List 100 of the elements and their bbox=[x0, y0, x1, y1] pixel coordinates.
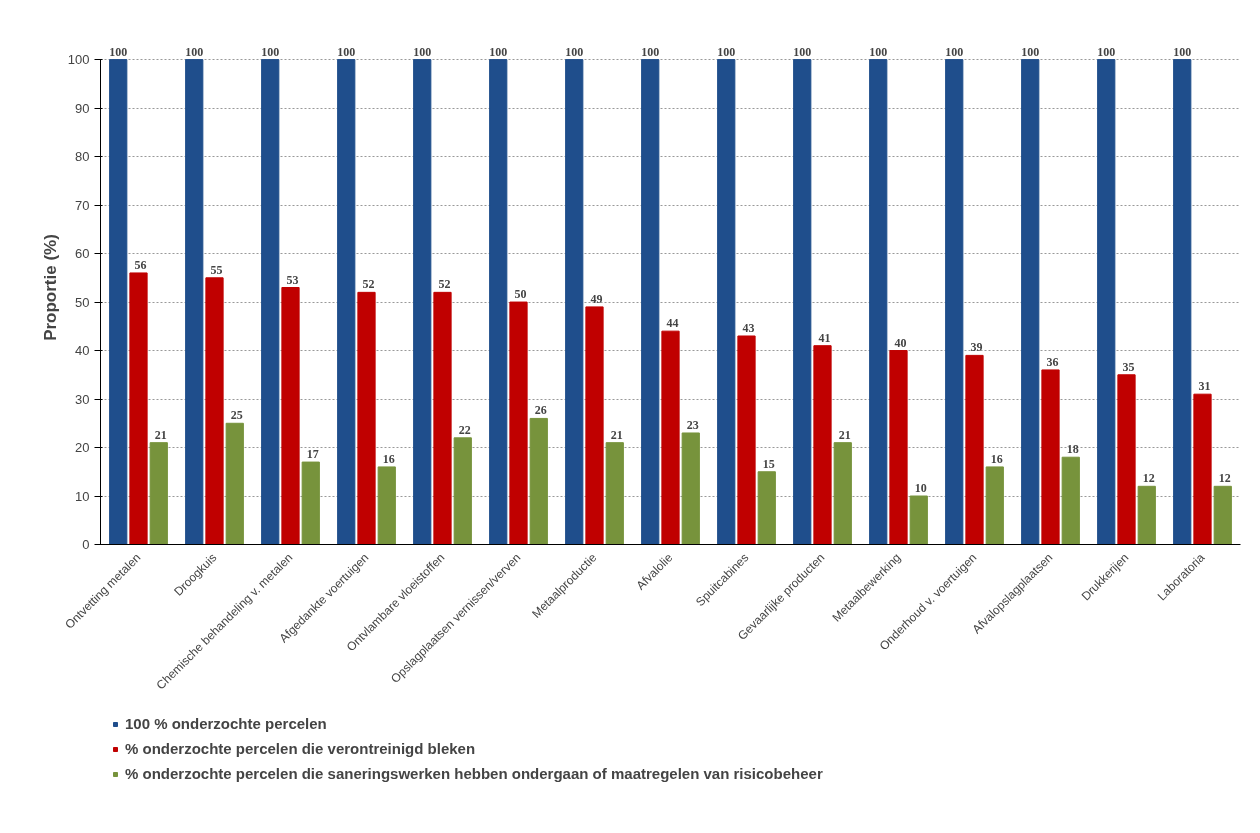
bar bbox=[945, 59, 964, 545]
bar bbox=[1117, 374, 1136, 545]
y-tick-label: 80 bbox=[75, 149, 90, 165]
data-label: 100 bbox=[945, 44, 964, 59]
bar bbox=[1061, 456, 1080, 545]
data-label: 49 bbox=[590, 291, 603, 306]
data-label: 100 bbox=[109, 44, 128, 59]
data-label: 23 bbox=[686, 417, 699, 432]
data-label: 15 bbox=[762, 456, 775, 471]
bar bbox=[509, 301, 528, 545]
y-tick-label: 10 bbox=[75, 488, 90, 504]
bar bbox=[1137, 485, 1156, 545]
data-label: 100 bbox=[489, 44, 508, 59]
data-label: 100 bbox=[337, 44, 356, 59]
bar bbox=[109, 59, 128, 545]
bar bbox=[737, 335, 756, 545]
y-tick-label: 40 bbox=[75, 343, 90, 359]
y-tick-label: 90 bbox=[75, 100, 90, 116]
bar bbox=[605, 442, 624, 545]
bar bbox=[585, 306, 604, 545]
bar bbox=[129, 272, 148, 545]
bar bbox=[565, 59, 584, 545]
bar bbox=[377, 466, 396, 545]
bar bbox=[833, 442, 852, 545]
bar bbox=[205, 277, 224, 545]
data-label: 17 bbox=[306, 447, 319, 462]
bar bbox=[889, 350, 908, 545]
data-label: 16 bbox=[382, 451, 395, 466]
bar bbox=[529, 417, 548, 545]
y-tick-label: 0 bbox=[82, 537, 90, 552]
data-label: 100 bbox=[1097, 44, 1116, 59]
bar bbox=[717, 59, 736, 545]
bar bbox=[757, 471, 776, 545]
bar bbox=[965, 354, 984, 545]
data-label: 18 bbox=[1066, 442, 1079, 457]
bar bbox=[337, 59, 356, 545]
data-label: 100 bbox=[185, 44, 204, 59]
bar bbox=[1097, 59, 1116, 545]
y-tick-label: 50 bbox=[75, 294, 90, 310]
data-label: 43 bbox=[742, 320, 755, 335]
data-label: 50 bbox=[514, 287, 527, 302]
bar bbox=[225, 422, 244, 545]
data-label: 100 bbox=[261, 44, 280, 59]
bar bbox=[661, 330, 680, 545]
bar bbox=[281, 287, 300, 545]
data-label: 100 bbox=[869, 44, 888, 59]
data-label: 100 bbox=[717, 44, 736, 59]
bar bbox=[869, 59, 888, 545]
bar bbox=[909, 495, 928, 545]
bar bbox=[261, 59, 280, 545]
data-label: 100 bbox=[1173, 44, 1192, 59]
data-label: 16 bbox=[990, 451, 1003, 466]
data-label: 22 bbox=[458, 422, 471, 437]
data-label: 39 bbox=[970, 340, 983, 355]
bar bbox=[1173, 59, 1192, 545]
data-label: 26 bbox=[534, 403, 547, 418]
data-label: 35 bbox=[1122, 359, 1135, 374]
bar bbox=[1021, 59, 1040, 545]
bar bbox=[813, 345, 832, 545]
legend-label: % onderzochte percelen die verontreinigd bleken bbox=[125, 740, 476, 757]
data-label: 53 bbox=[286, 272, 299, 287]
bar bbox=[413, 59, 432, 545]
data-label: 100 bbox=[641, 44, 660, 59]
y-tick-label: 60 bbox=[75, 246, 90, 262]
data-label: 100 bbox=[1021, 44, 1040, 59]
legend-label: % onderzochte percelen die saneringswerken hebben ondergaan of maatregelen van risicobeheer bbox=[125, 765, 823, 782]
data-label: 55 bbox=[210, 262, 223, 277]
y-tick-label: 20 bbox=[75, 440, 90, 456]
data-label: 10 bbox=[914, 481, 927, 496]
bar bbox=[357, 291, 376, 545]
legend-label: 100 % onderzochte percelen bbox=[125, 715, 327, 732]
bar bbox=[453, 437, 472, 545]
data-label: 52 bbox=[362, 277, 375, 292]
bar bbox=[1213, 485, 1232, 545]
data-label: 12 bbox=[1218, 471, 1231, 486]
data-label: 100 bbox=[565, 44, 584, 59]
bar bbox=[793, 59, 812, 545]
bar bbox=[185, 59, 204, 545]
data-label: 21 bbox=[154, 427, 167, 442]
data-label: 44 bbox=[666, 316, 679, 331]
bar bbox=[1193, 393, 1212, 545]
bar bbox=[149, 442, 168, 545]
bar bbox=[681, 432, 700, 545]
bar bbox=[301, 461, 320, 545]
data-label: 36 bbox=[1046, 354, 1059, 369]
data-label: 21 bbox=[610, 427, 623, 442]
y-axis-title: Proportie (%) bbox=[40, 234, 60, 341]
data-label: 40 bbox=[894, 335, 907, 350]
data-label: 21 bbox=[838, 427, 851, 442]
bar bbox=[641, 59, 660, 545]
data-label: 31 bbox=[1198, 379, 1211, 394]
data-label: 56 bbox=[134, 257, 147, 272]
data-label: 12 bbox=[1142, 471, 1155, 486]
bar bbox=[985, 466, 1004, 545]
y-tick-label: 70 bbox=[75, 197, 90, 213]
data-label: 52 bbox=[438, 277, 451, 292]
bar bbox=[489, 59, 508, 545]
y-tick-label: 30 bbox=[75, 391, 90, 407]
data-label: 25 bbox=[230, 408, 243, 423]
bar bbox=[433, 291, 452, 545]
